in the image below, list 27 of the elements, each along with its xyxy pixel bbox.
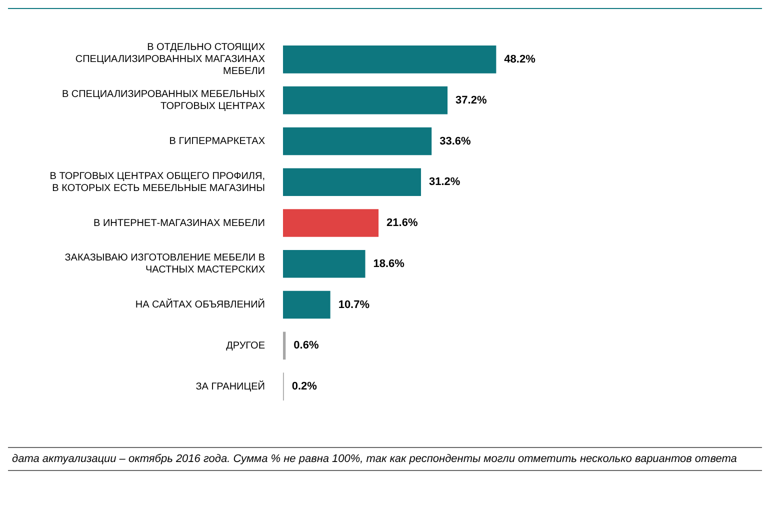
y-tick-label: В ИНТЕРНЕТ-МАГАЗИНАХ МЕБЕЛИ xyxy=(94,218,265,229)
y-tick-label: В ОТДЕЛЬНО СТОЯЩИХ СПЕЦИАЛИЗИРОВАННЫХ МАГАЗИНАХ МЕБЕЛИ xyxy=(75,42,266,78)
bar xyxy=(283,209,379,237)
y-tick-label: ДРУГОЕ xyxy=(226,340,266,352)
data-label: 33.6% xyxy=(440,135,472,148)
data-label: 48.2% xyxy=(504,53,536,66)
y-tick-label: В СПЕЦИАЛИЗИРОВАННЫХ МЕБЕЛЬНЫХ ТОРГОВЫХ ЦЕНТРАХ xyxy=(62,89,266,112)
data-label: 0.6% xyxy=(294,340,319,352)
data-label: 21.6% xyxy=(386,217,418,230)
data-label: 18.6% xyxy=(373,258,405,270)
y-tick-label: ЗАКАЗЫВАЮ ИЗГОТОВЛЕНИЕ МЕБЕЛИ В ЧАСТНЫХ МАСТЕРСКИХ xyxy=(64,252,266,276)
y-tick-label: ЗА ГРАНИЦЕЙ xyxy=(196,379,265,392)
data-label: 10.7% xyxy=(338,298,370,311)
data-label: 37.2% xyxy=(456,94,487,106)
bar xyxy=(283,86,448,114)
bar xyxy=(283,332,286,360)
data-label: 31.2% xyxy=(428,176,460,188)
bar xyxy=(283,46,496,74)
bar xyxy=(283,168,421,196)
bar xyxy=(283,250,366,278)
y-tick-label: В ГИПЕРМАРКЕТАХ xyxy=(169,136,266,147)
y-tick-label: НА САЙТАХ ОБЪЯВЛЕНИЙ xyxy=(135,298,265,311)
y-tick-label: В ТОРГОВЫХ ЦЕНТРАХ ОБЩЕГО ПРОФИЛЯ, В КОТОРЫХ ЕСТЬ МЕБЕЛЬНЫЕ МАГАЗИНЫ xyxy=(50,170,266,194)
bar xyxy=(283,290,330,319)
text: дата актуализации – октябрь 2016 года. Сумма % не равна 100%, так как респонденты могли отметить несколько вариантов ответа xyxy=(12,453,738,465)
bar xyxy=(283,127,432,156)
data-label: 0.2% xyxy=(292,380,318,393)
